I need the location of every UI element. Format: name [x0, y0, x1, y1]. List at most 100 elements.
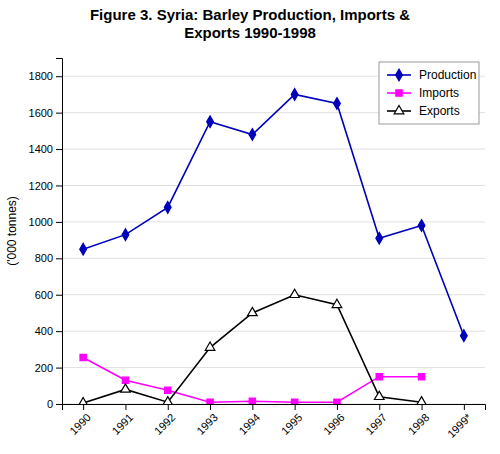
point	[334, 98, 341, 110]
point	[334, 399, 340, 404]
x-tick-mark	[210, 404, 211, 410]
y-tick-mark	[56, 185, 62, 186]
x-tick: 1991	[109, 404, 135, 437]
y-tick-mark	[56, 149, 62, 150]
y-tick-label: 1000	[29, 216, 53, 228]
legend: Production Imports Exports	[379, 62, 479, 124]
point	[332, 299, 342, 307]
y-tick-mark	[56, 113, 62, 114]
legend-swatch-marker	[394, 105, 404, 113]
legend-item: Exports	[387, 104, 460, 118]
x-tick-mark	[125, 404, 126, 410]
series	[80, 354, 425, 404]
point	[376, 374, 382, 380]
y-tick-label: 800	[35, 252, 53, 264]
point	[80, 354, 86, 360]
y-tick-mark	[56, 331, 62, 332]
series	[78, 289, 426, 404]
y-tick: 1000	[29, 216, 62, 228]
x-tick-label: 1991	[109, 411, 135, 437]
point	[248, 307, 258, 315]
x-tick-mark	[295, 404, 296, 410]
x-tick-mark	[337, 404, 338, 410]
x-tick-label: 1998	[406, 411, 432, 437]
y-tick-mark	[56, 295, 62, 296]
y-tick-mark	[56, 222, 62, 223]
point	[165, 387, 171, 393]
grid-line	[62, 185, 485, 186]
x-tick-label: 1992	[152, 411, 178, 437]
y-tick: 200	[35, 362, 62, 374]
y-tick: 400	[35, 325, 62, 337]
x-axis-line	[63, 405, 486, 411]
y-axis-title: ('000 tonnes)	[5, 196, 19, 266]
chart: Figure 3. Syria: Barley Production, Impo…	[0, 0, 500, 454]
x-tick-mark	[422, 404, 423, 410]
grid-line	[62, 294, 485, 295]
y-tick: 800	[35, 252, 62, 264]
y-tick-label: 1600	[29, 107, 53, 119]
x-tick-mark	[252, 404, 253, 410]
title: Figure 3. Syria: Barley Production, Impo…	[90, 6, 410, 41]
x-tick: 1993	[194, 404, 220, 437]
x-tick-label: 1994	[236, 411, 262, 437]
y-tick-mark	[56, 258, 62, 259]
plot: 0200400600800100012001400160018001990199…	[29, 59, 486, 440]
point	[291, 89, 298, 101]
x-tick-label: 1990	[67, 411, 93, 437]
y-axis-line	[56, 59, 63, 405]
point	[376, 232, 383, 244]
point	[207, 399, 213, 404]
legend-swatch-marker	[396, 90, 402, 96]
y-tick-mark	[56, 404, 62, 405]
point	[78, 398, 88, 404]
x-tick: 1999*	[445, 404, 474, 440]
x-tick: 1994	[236, 404, 262, 437]
legend-item: Imports	[387, 86, 459, 100]
point	[291, 399, 297, 404]
legend-box	[379, 62, 479, 124]
y-tick-mark	[56, 368, 62, 369]
x-tick-mark	[464, 404, 465, 410]
point	[374, 391, 384, 399]
x-tick-mark	[379, 404, 380, 410]
series-line	[83, 295, 421, 403]
x-tick-label: 1999*	[445, 411, 474, 440]
y-tick-label: 1200	[29, 179, 53, 191]
x-tick-label: 1996	[321, 411, 347, 437]
x-tick-label: 1997	[363, 411, 389, 437]
x-tick-mark	[168, 404, 169, 410]
y-tick-label: 600	[35, 289, 53, 301]
y-tick-label: 200	[35, 362, 53, 374]
y-axis: 020040060080010001200140016001800	[29, 59, 63, 411]
grid-line	[62, 149, 485, 150]
grid-line	[62, 367, 485, 368]
y-tick-mark	[56, 76, 62, 77]
point	[205, 342, 215, 350]
grid-line	[62, 331, 485, 332]
point	[418, 220, 425, 232]
x-tick: 1996	[321, 404, 347, 437]
point	[249, 129, 256, 141]
x-tick: 1998	[406, 404, 432, 437]
point	[80, 243, 87, 255]
legend-label: Production	[419, 68, 476, 82]
point	[122, 229, 129, 241]
y-tick: 1400	[29, 143, 62, 155]
series-line	[83, 94, 464, 335]
y-tick-label: 400	[35, 325, 53, 337]
point	[164, 201, 171, 213]
x-tick-mark	[83, 404, 84, 410]
point	[207, 116, 214, 128]
point	[290, 289, 300, 297]
legend-label: Imports	[419, 86, 459, 100]
point	[122, 377, 128, 383]
legend-swatch-marker	[396, 69, 403, 81]
point	[163, 397, 173, 404]
marks	[78, 89, 467, 404]
legend-item: Production	[387, 68, 476, 82]
y-tick-label: 1400	[29, 143, 53, 155]
x-tick: 1990	[67, 404, 93, 437]
x-tick: 1995	[279, 404, 305, 437]
point	[249, 398, 255, 404]
